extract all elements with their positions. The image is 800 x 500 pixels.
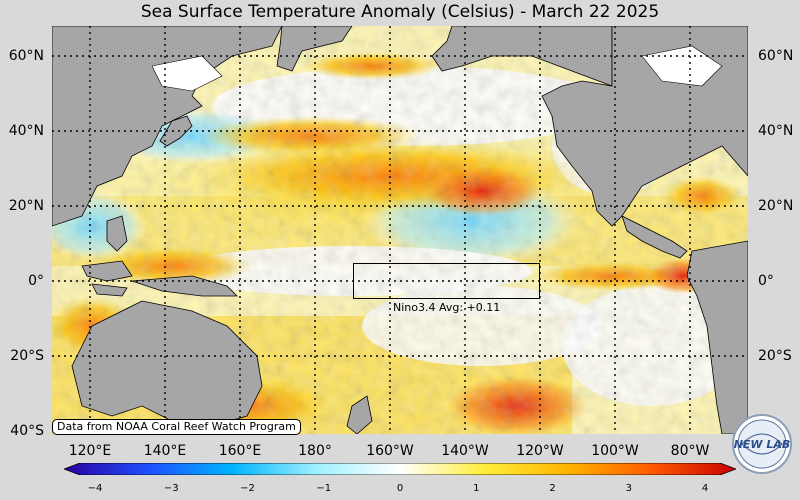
lon-label-100w: 100°W bbox=[591, 443, 639, 459]
lon-label-180: 180° bbox=[298, 443, 332, 459]
sst-anomaly-map bbox=[52, 26, 748, 434]
map-title: Sea Surface Temperature Anomaly (Celsius… bbox=[140, 2, 660, 22]
colorbar bbox=[64, 463, 736, 475]
nino34-region-box bbox=[353, 263, 540, 299]
lat-label-right-40n: 40°N bbox=[758, 123, 794, 139]
lon-label-160w: 160°W bbox=[366, 443, 414, 459]
data-credit: Data from NOAA Coral Reef Watch Program bbox=[52, 419, 301, 435]
lat-label-right-60n: 60°N bbox=[758, 48, 794, 64]
lon-label-120w: 120°W bbox=[516, 443, 564, 459]
svg-text:NEW LAB: NEW LAB bbox=[734, 438, 791, 451]
lat-label-0: 0° bbox=[28, 273, 44, 289]
lon-label-80w: 80°W bbox=[670, 443, 710, 459]
colorbar-tick-label: 2 bbox=[549, 483, 556, 494]
lat-label-right-0: 0° bbox=[758, 273, 774, 289]
colorbar-tick-label: −2 bbox=[240, 483, 255, 494]
lat-label-right-20n: 20°N bbox=[758, 198, 794, 214]
lat-label-right-20s: 20°S bbox=[758, 348, 792, 364]
graticule bbox=[52, 26, 748, 434]
lab-logo: NEW LAB bbox=[732, 414, 792, 474]
colorbar-tick-label: 1 bbox=[473, 483, 480, 494]
colorbar-tick-label: 0 bbox=[396, 483, 404, 494]
lat-label-40s: 40°S bbox=[10, 423, 44, 439]
lat-label-40n: 40°N bbox=[8, 123, 44, 139]
colorbar-tick-label: 3 bbox=[625, 483, 632, 494]
lat-label-20n: 20°N bbox=[8, 198, 44, 214]
lon-label-120e: 120°E bbox=[68, 443, 112, 459]
lon-label-140w: 140°W bbox=[441, 443, 489, 459]
colorbar-tick-label: −4 bbox=[87, 483, 103, 494]
colorbar-tick-label: −3 bbox=[163, 483, 179, 494]
lat-label-20s: 20°S bbox=[10, 348, 44, 364]
colorbar-tick-label: 4 bbox=[701, 483, 709, 494]
lon-label-160e: 160°E bbox=[218, 443, 262, 459]
lon-label-140e: 140°E bbox=[143, 443, 187, 459]
nino34-avg-label: Nino3.4 Avg: +0.11 bbox=[393, 301, 501, 314]
lat-label-60n: 60°N bbox=[8, 48, 44, 64]
colorbar-tick-label: −1 bbox=[316, 483, 332, 494]
